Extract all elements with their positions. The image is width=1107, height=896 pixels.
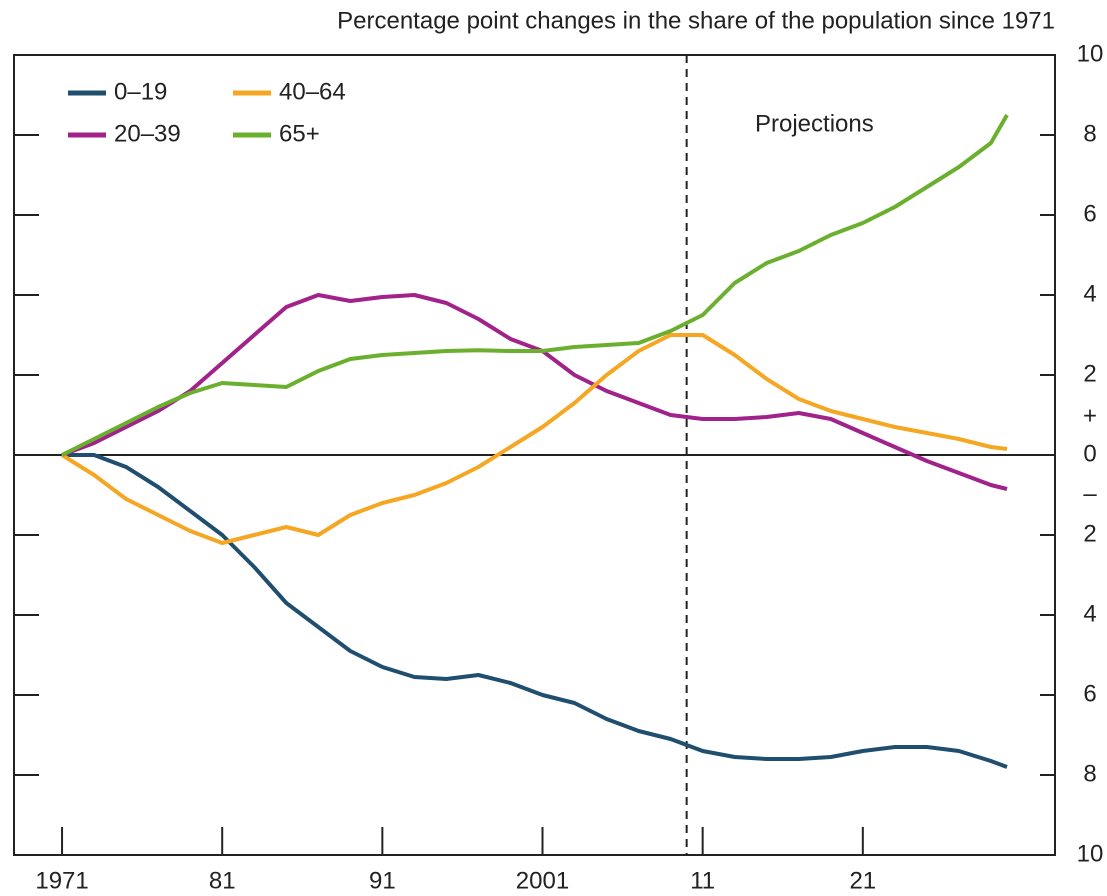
- legend-label: 0–19: [114, 78, 167, 105]
- series-line: [60, 333, 1008, 545]
- y-tick-label: 4: [1083, 600, 1096, 627]
- x-tick-label: 1971: [35, 867, 88, 894]
- x-tick-label: 21: [849, 867, 876, 894]
- annotation: Projections: [755, 110, 874, 137]
- legend-label: 20–39: [114, 120, 181, 147]
- series-line: [61, 114, 1009, 457]
- sign-label: –: [1083, 480, 1097, 507]
- series-line: [61, 293, 1008, 491]
- x-tick-label: 81: [209, 867, 236, 894]
- y-tick-label: 10: [1077, 40, 1104, 67]
- series-line: [62, 453, 1008, 769]
- y-tick-label: 8: [1083, 120, 1096, 147]
- x-tick-label: 2001: [516, 867, 569, 894]
- legend-label: 65+: [279, 120, 320, 147]
- sign-label: +: [1083, 402, 1097, 429]
- y-tick-label: 0: [1083, 440, 1096, 467]
- y-tick-label: 10: [1077, 840, 1104, 867]
- y-tick-label: 2: [1083, 520, 1096, 547]
- y-tick-label: 8: [1083, 760, 1096, 787]
- y-tick-label: 4: [1083, 280, 1096, 307]
- x-tick-label: 11: [690, 867, 715, 894]
- y-tick-label: 6: [1083, 680, 1096, 707]
- y-tick-label: 6: [1083, 200, 1096, 227]
- y-tick-label: 2: [1083, 360, 1096, 387]
- legend-label: 40–64: [279, 78, 346, 105]
- x-tick-label: 91: [369, 867, 396, 894]
- chart-title: Percentage point changes in the share of…: [337, 7, 1055, 34]
